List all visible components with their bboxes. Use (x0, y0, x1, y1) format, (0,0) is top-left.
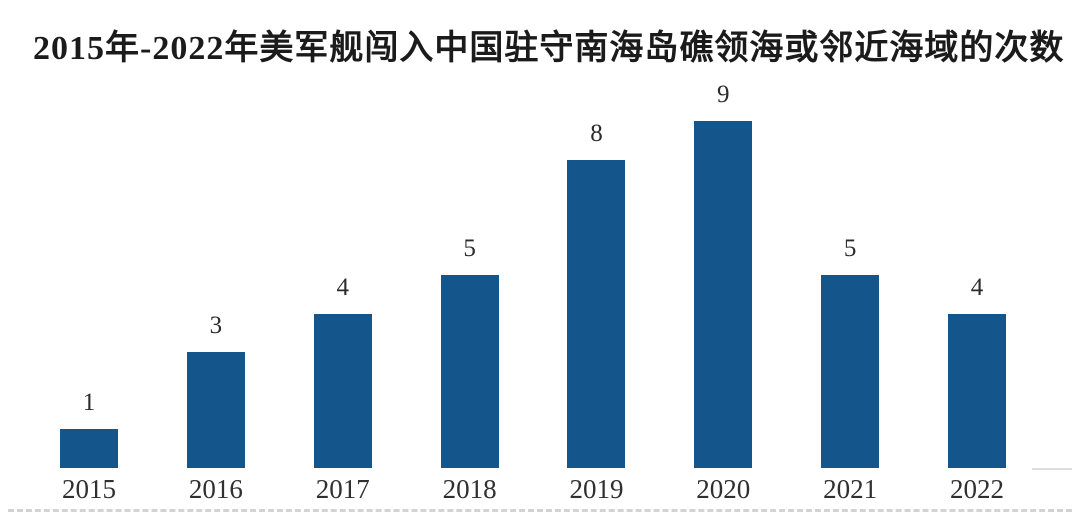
bar-value-label: 1 (82, 389, 96, 416)
x-axis-label: 2020 (696, 474, 751, 504)
x-axis-label: 2017 (315, 474, 370, 504)
x-axis-label: 2015 (62, 474, 116, 504)
bar-value-label: 5 (843, 235, 857, 262)
bar-value-label: 3 (209, 312, 223, 339)
bar (186, 352, 245, 468)
bar (60, 429, 118, 468)
bar (567, 160, 626, 468)
bar-value-label: 4 (970, 274, 984, 301)
bar (440, 275, 499, 468)
chart-title: 2015年-2022年美军舰闯入中国驻守南海岛礁领海或邻近海域的次数 (33, 30, 1065, 67)
bar-value-label: 8 (590, 120, 603, 147)
bar (821, 275, 880, 468)
bottom-dashed-line (8, 509, 1072, 512)
bar-value-label: 5 (463, 235, 476, 262)
x-axis-label: 2016 (188, 474, 243, 504)
x-axis-label: 2019 (569, 474, 624, 504)
bar-value-label: 4 (336, 274, 349, 301)
x-axis-label: 2018 (442, 474, 497, 504)
x-axis-label: 2022 (950, 474, 1005, 504)
bar-value-label: 9 (717, 81, 730, 108)
bar (948, 314, 1007, 468)
x-axis-label: 2021 (823, 474, 878, 504)
bar (313, 314, 372, 468)
baseline-artifact-line (1032, 468, 1072, 470)
bar (694, 121, 753, 468)
